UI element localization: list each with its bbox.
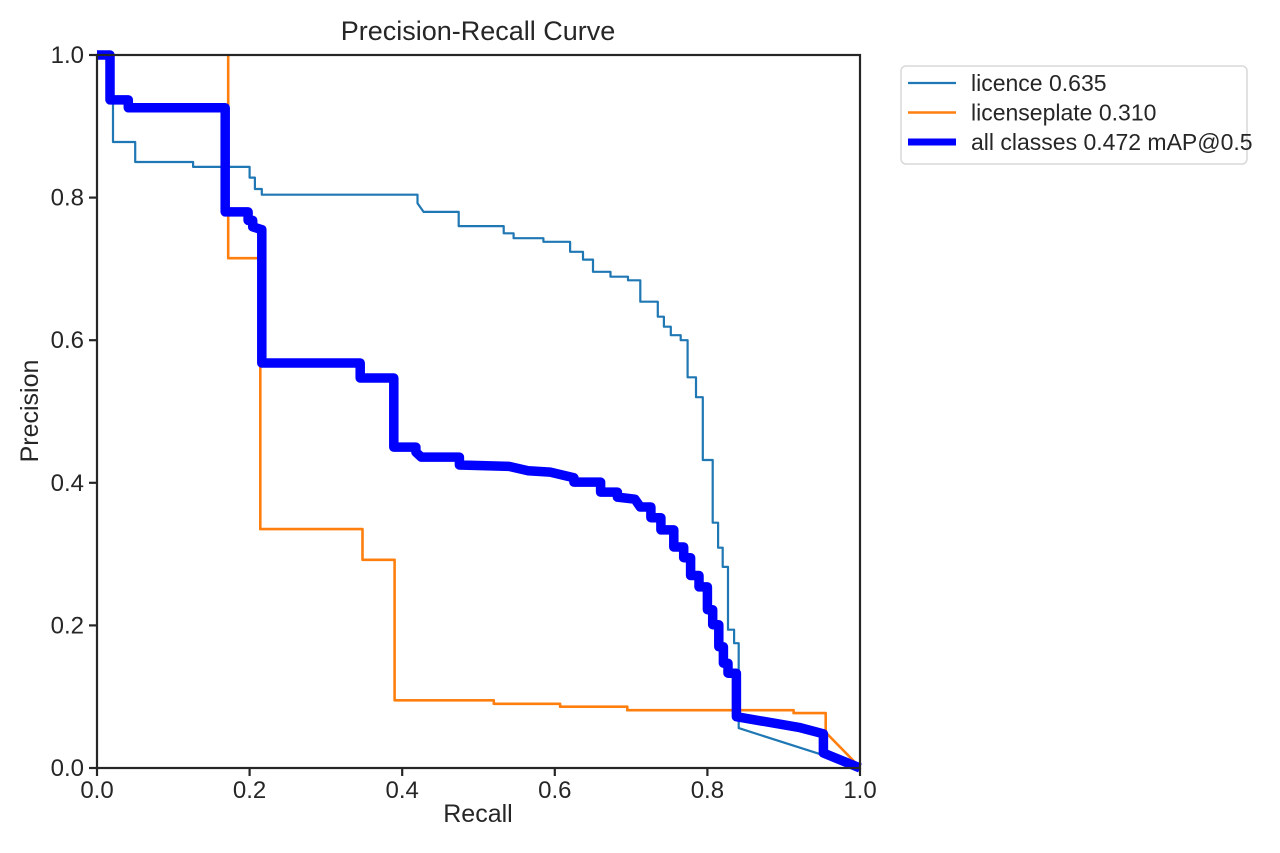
legend-box <box>900 65 1248 165</box>
plot-spines <box>95 53 862 770</box>
x-tick-label: 1.0 <box>843 777 876 804</box>
curve-licenseplate <box>226 55 860 767</box>
y-tick-label: 0.8 <box>51 185 84 212</box>
curve-licence <box>97 53 860 768</box>
legend-label-licence: licence 0.635 <box>971 70 1107 96</box>
y-tick-label: 0.6 <box>51 327 84 354</box>
legend-label-all-classes: all classes 0.472 mAP@0.5 <box>971 129 1253 155</box>
curves <box>97 50 862 773</box>
y-tick-label: 0.0 <box>51 755 84 782</box>
x-tick-label: 0.0 <box>80 777 113 804</box>
legend: licence 0.635 licenseplate 0.310 all cla… <box>900 65 1253 165</box>
y-axis-label: Precision <box>16 360 44 463</box>
x-tick-label: 0.2 <box>233 777 266 804</box>
x-tick-label: 0.6 <box>538 777 571 804</box>
curve-all <box>97 50 862 773</box>
chart-title: Precision-Recall Curve <box>341 16 616 46</box>
y-tick-label: 0.2 <box>51 612 84 639</box>
plot-frame <box>95 53 862 770</box>
x-tick-label: 0.8 <box>691 777 724 804</box>
y-tick-label: 0.4 <box>51 470 84 497</box>
y-tick-label: 1.0 <box>51 42 84 69</box>
axis-ticks: 0.0 0.2 0.4 0.6 0.8 1.0 0.0 0.2 0.4 0.6 0.8 1.0 <box>51 42 877 804</box>
x-tick-label: 0.4 <box>386 777 419 804</box>
x-axis-label: Recall <box>443 800 512 828</box>
legend-label-licenseplate: licenseplate 0.310 <box>971 100 1156 126</box>
